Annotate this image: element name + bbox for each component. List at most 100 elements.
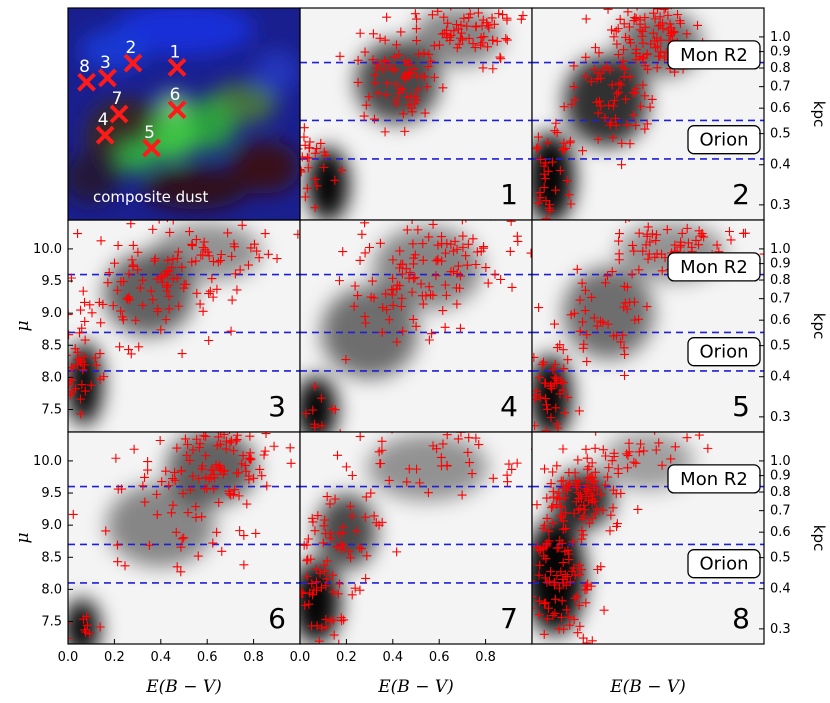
star-marker xyxy=(347,511,357,521)
star-marker xyxy=(542,614,552,624)
star-marker xyxy=(391,95,401,105)
panel-number: 2 xyxy=(732,178,750,211)
star-marker xyxy=(239,560,249,570)
star-marker xyxy=(237,459,247,469)
star-marker xyxy=(286,458,296,468)
panel-number: 7 xyxy=(500,602,518,635)
star-marker xyxy=(392,337,402,347)
star-marker xyxy=(495,52,505,62)
star-marker xyxy=(300,540,309,550)
star-marker xyxy=(387,290,397,300)
star-marker xyxy=(453,24,463,34)
star-marker xyxy=(640,91,650,101)
star-marker xyxy=(638,38,648,48)
y-tick-label: 8.5 xyxy=(41,338,62,353)
star-marker xyxy=(317,583,326,593)
star-marker xyxy=(573,628,583,638)
region-label-mon-r2: Mon R2 xyxy=(667,40,761,70)
star-marker xyxy=(206,465,216,475)
star-marker xyxy=(552,378,562,388)
star-marker xyxy=(372,63,382,73)
star-marker xyxy=(80,297,90,307)
star-marker xyxy=(619,45,629,55)
star-marker xyxy=(194,474,204,484)
star-marker xyxy=(630,315,640,325)
star-marker xyxy=(496,54,506,64)
star-marker xyxy=(395,83,405,93)
star-marker xyxy=(238,451,248,461)
star-marker xyxy=(314,636,324,644)
star-marker xyxy=(598,505,608,515)
star-marker xyxy=(638,246,648,256)
star-marker xyxy=(311,577,321,587)
star-marker xyxy=(581,52,591,62)
star-marker xyxy=(173,247,183,257)
star-marker xyxy=(170,475,180,485)
star-marker xyxy=(191,235,201,245)
star-marker xyxy=(551,118,561,128)
star-marker xyxy=(269,441,279,451)
star-marker xyxy=(445,35,455,45)
x-tick-label: 0.4 xyxy=(150,650,171,665)
star-marker xyxy=(144,540,154,550)
star-marker xyxy=(554,624,564,634)
composite-marker-2: 2 xyxy=(123,38,143,73)
star-marker xyxy=(68,354,72,356)
star-marker xyxy=(546,413,556,423)
star-marker xyxy=(637,54,647,64)
star-marker xyxy=(532,352,539,362)
star-marker xyxy=(724,226,734,236)
star-marker xyxy=(656,47,666,57)
star-marker xyxy=(338,541,348,551)
star-marker xyxy=(544,536,554,546)
star-marker xyxy=(548,518,558,528)
star-marker xyxy=(577,565,587,575)
star-marker xyxy=(369,293,379,303)
density-blob xyxy=(306,147,349,220)
star-marker xyxy=(620,298,630,308)
panel-number: 4 xyxy=(500,390,518,423)
star-marker xyxy=(80,335,90,345)
star-marker xyxy=(640,22,650,32)
star-marker xyxy=(541,554,551,564)
star-marker xyxy=(640,124,650,134)
star-marker xyxy=(176,567,186,577)
star-marker xyxy=(115,342,125,352)
star-marker xyxy=(579,339,589,349)
star-marker xyxy=(450,236,460,246)
star-marker xyxy=(321,150,331,160)
star-marker xyxy=(446,30,456,40)
star-marker xyxy=(436,452,446,462)
star-marker xyxy=(71,384,81,394)
star-marker xyxy=(177,534,187,544)
star-marker xyxy=(339,615,349,625)
star-marker xyxy=(540,378,550,388)
star-marker xyxy=(75,394,85,404)
x-tick-label: 0.0 xyxy=(58,650,79,665)
star-marker xyxy=(427,10,437,20)
star-marker xyxy=(307,513,317,523)
star-marker xyxy=(481,263,491,273)
star-marker xyxy=(380,57,390,67)
star-marker xyxy=(581,444,591,454)
star-marker xyxy=(133,247,143,257)
star-marker xyxy=(526,248,532,258)
star-marker xyxy=(569,82,579,92)
star-marker xyxy=(191,502,201,512)
star-marker xyxy=(645,102,655,112)
star-marker xyxy=(303,554,313,564)
star-marker xyxy=(534,570,544,580)
star-marker xyxy=(179,283,189,293)
star-marker xyxy=(609,485,619,495)
star-marker xyxy=(429,72,439,82)
star-marker xyxy=(199,432,209,441)
x-tick-label: 0.6 xyxy=(429,650,450,665)
star-marker xyxy=(631,14,641,24)
star-marker xyxy=(602,271,612,281)
star-marker xyxy=(377,445,387,455)
star-marker xyxy=(543,603,553,613)
star-marker xyxy=(588,491,598,501)
star-marker xyxy=(304,599,314,609)
star-marker xyxy=(712,240,722,250)
kpc-tick-label: 0.5 xyxy=(770,127,791,142)
